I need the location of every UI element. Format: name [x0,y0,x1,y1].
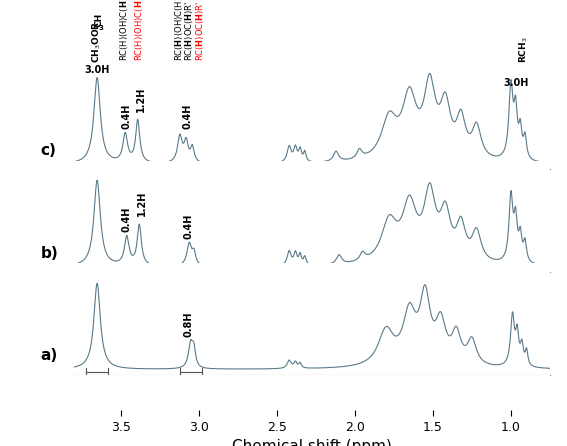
Text: 3: 3 [99,25,103,31]
Text: RC($\mathbf{H}$)OC($\mathbf{H}$)R': RC($\mathbf{H}$)OC($\mathbf{H}$)R' [183,1,195,61]
Text: 0.4H: 0.4H [122,103,132,129]
X-axis label: Chemical shift (ppm): Chemical shift (ppm) [232,439,392,446]
Text: 3.0H: 3.0H [84,65,110,75]
Text: 1.2H: 1.2H [137,191,147,216]
Text: 0.4H: 0.4H [183,103,193,129]
Text: RC($\mathbf{H}$)(OH)C(H)(R')O-CH$_3$: RC($\mathbf{H}$)(OH)C(H)(R')O-CH$_3$ [174,0,186,61]
Text: 0.8H: 0.8H [184,312,193,337]
Text: 1.2H: 1.2H [136,87,146,112]
Text: a): a) [40,348,58,363]
Text: RCH$_3$: RCH$_3$ [517,37,530,63]
Text: CH$_3$OOR: CH$_3$OOR [91,21,103,63]
Text: RC(H)(OH)C($\mathbf{H}$)(R')O-CH$_3$: RC(H)(OH)C($\mathbf{H}$)(R')O-CH$_3$ [119,0,132,61]
Text: CH: CH [95,12,104,26]
Text: RC(H)(OH)C($\mathbf{H}$)(R')O-C$\mathbf{H_3}$: RC(H)(OH)C($\mathbf{H}$)(R')O-C$\mathbf{… [133,0,146,61]
Text: 0.4H: 0.4H [122,206,132,231]
Text: 3.0H: 3.0H [503,78,528,88]
Text: RC($\mathbf{H}$)OC($\mathbf{H}$)R': RC($\mathbf{H}$)OC($\mathbf{H}$)R' [194,1,206,61]
Text: c): c) [40,143,56,158]
Text: 0.4H: 0.4H [184,213,193,239]
Text: b): b) [40,246,58,261]
